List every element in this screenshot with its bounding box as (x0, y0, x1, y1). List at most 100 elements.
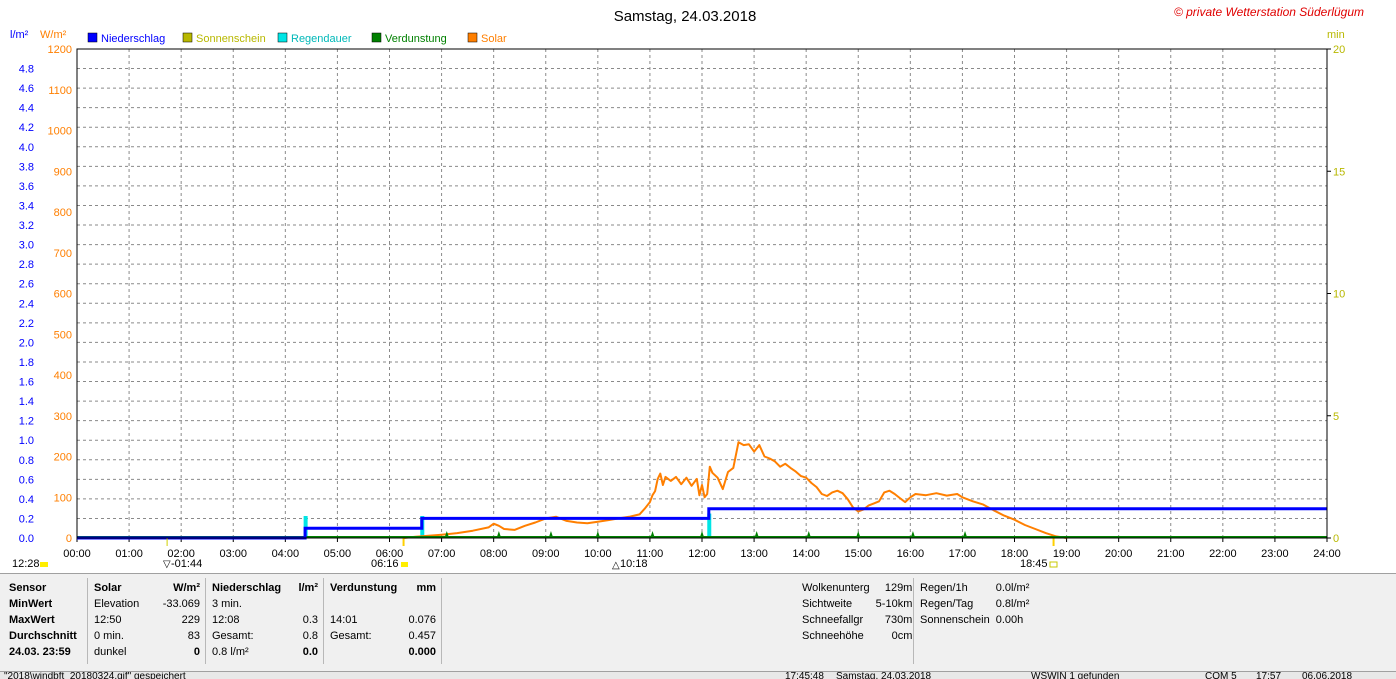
x-tick-label: 20:00 (1105, 548, 1133, 560)
verd-min-value (404, 596, 439, 612)
y-tick-label-inner: 2.0 (19, 337, 34, 349)
verdunstung-marker (444, 531, 449, 537)
x-tick-label: 22:00 (1209, 548, 1237, 560)
verd-min-label (327, 596, 404, 612)
y-tick-label-outer: 700 (54, 248, 72, 260)
chart-title: Samstag, 24.03.2018 (614, 8, 757, 25)
right-unit-min: min (1327, 29, 1345, 41)
sunrise-time: 06:16 (371, 558, 399, 570)
nieder-current-value: 0.0 (302, 646, 318, 658)
x-tick-label: 02:00 (167, 548, 195, 560)
niederschlag-unit: l/m² (298, 582, 318, 594)
minwert-label: MinWert (9, 598, 53, 610)
y-tick-label-inner: 2.8 (19, 259, 34, 271)
y-tick-label-inner: 0.6 (19, 474, 34, 486)
stats-niederschlag-col: Niederschlag l/m² 3 min. 12:08 0.3 Gesamt:… (209, 580, 321, 660)
x-tick-label: 21:00 (1157, 548, 1185, 560)
nieder-min-label: 3 min. (212, 598, 242, 610)
copyright-text: © private Wetterstation Süderlügum (1174, 5, 1364, 19)
y-tick-label-outer: 1100 (48, 85, 72, 97)
status-com: COM 5 (1205, 671, 1237, 679)
legend-swatch-solar (467, 32, 478, 43)
verdunstung-marker (548, 531, 553, 537)
y-tick-label-inner: 4.2 (19, 122, 34, 134)
x-tick-label: 23:00 (1261, 548, 1289, 560)
verd-current-value: 0.000 (408, 646, 436, 658)
info-label: Schneefallgr (802, 614, 864, 626)
y-tick-label-inner: 0.2 (19, 513, 34, 525)
x-tick-label: 18:00 (1001, 548, 1029, 560)
nieder-max-value: 0.3 (302, 614, 318, 626)
verdunstung-marker (496, 531, 501, 537)
verdunstung-marker (856, 531, 861, 537)
nieder-min-value (293, 596, 321, 612)
y-tick-label-inner: 4.4 (19, 103, 34, 115)
legend-swatch-sonnenschein (182, 32, 193, 43)
solar-max-value: 229 (181, 614, 200, 626)
legend-verdunstung: Verdunstung (385, 33, 447, 45)
info-value: 5-10km (875, 598, 913, 610)
verd-max-value: 0.076 (408, 614, 436, 626)
y-tick-label-inner: 0.0 (19, 533, 34, 545)
info-value: 0.8l/m² (995, 598, 1030, 610)
info-label: Sonnenschein (920, 614, 990, 626)
sensor-header: Sensor (9, 582, 47, 594)
x-tick-label: 16:00 (897, 548, 925, 560)
verdunstung-marker (700, 531, 704, 537)
sunset-time: 18:45 (1020, 558, 1048, 570)
stats-verdunstung-col: Verdunstung mm 14:01 0.076 Gesamt: 0.457 0.… (327, 580, 439, 660)
legend-swatch-verdunstung (371, 32, 382, 43)
x-tick-label: 12:00 (688, 548, 716, 560)
solar-current-value: 0 (193, 646, 200, 658)
legend-regendauer: Regendauer (291, 33, 352, 45)
astro-markers: 12:28 ▽ -01:44 06:16 △ 10:18 18:45 (12, 558, 1058, 571)
x-tick-label: 11:00 (637, 548, 664, 560)
verd-current-label (327, 644, 404, 660)
y-tick-label-inner: 0.4 (19, 494, 34, 506)
separator (323, 578, 324, 664)
y-tick-label-right: 15 (1333, 166, 1345, 178)
plot-frame (76, 48, 1328, 539)
y-tick-label-inner: 1.2 (19, 416, 34, 428)
y-tick-label-right: 5 (1333, 411, 1339, 423)
info-value: 730m (884, 614, 913, 626)
moonset-icon (40, 562, 48, 567)
regendauer-bar (707, 513, 712, 538)
y-tick-label-outer: 300 (54, 411, 72, 423)
verdunstung-marker (806, 531, 811, 537)
nieder-total-label: Gesamt: (212, 630, 254, 642)
legend-solar: Solar (481, 33, 507, 45)
solar-current-label: dunkel (94, 646, 127, 658)
moon-high-time: 10:18 (620, 558, 648, 570)
info-label: Schneehöhe (802, 630, 864, 642)
moonset-time: 12:28 (12, 558, 40, 570)
y-tick-label-inner: 4.8 (19, 64, 34, 76)
y-tick-label-outer: 500 (54, 329, 72, 341)
durchschnitt-label: Durchschnitt (9, 630, 77, 642)
y-tick-label-right: 10 (1333, 289, 1345, 301)
verdunstung-unit: mm (416, 582, 436, 594)
status-time: 17:45:48 (785, 671, 824, 679)
x-tick-label: 06:00 (376, 548, 404, 560)
info-label: Wolkenunterg (802, 582, 870, 594)
nieder-total-value: 0.8 (302, 630, 318, 642)
separator (87, 578, 88, 664)
x-tick-label: 09:00 (532, 548, 560, 560)
x-tick-label: 14:00 (792, 548, 820, 560)
info-value: 129m (884, 582, 913, 594)
status-wswin: WSWIN 1 gefunden (1031, 671, 1120, 679)
x-tick-label: 00:00 (63, 548, 91, 560)
solar-avg-value: 83 (187, 630, 200, 642)
status-clock: 17:57 (1256, 671, 1282, 679)
weather-chart: 0.0 0.2 0.4 0.6 0.8 1.0 1.2 1.4 1.6 1.8 2.0 2.2 2.4 2… (10, 5, 1364, 571)
verdunstung-marker (650, 531, 655, 537)
moon-low-icon: ▽ (163, 559, 171, 570)
y-axis-left-inner: 0.0 0.2 0.4 0.6 0.8 1.0 1.2 1.4 1.6 1.8 2.0 2.2 2.4 2… (19, 64, 34, 545)
y-tick-label-inner: 1.0 (19, 435, 34, 447)
y-tick-label-outer: 0 (66, 533, 72, 545)
left-unit-lm2: l/m² (10, 29, 29, 41)
y-axis-left-outer: 0 100 200 300 400 500 600 700 800 900 1000 1100 1200 (48, 44, 72, 545)
y-tick-label-inner: 3.8 (19, 161, 34, 173)
solar-unit: W/m² (173, 582, 200, 594)
info-value: 0.0l/m² (995, 582, 1030, 594)
